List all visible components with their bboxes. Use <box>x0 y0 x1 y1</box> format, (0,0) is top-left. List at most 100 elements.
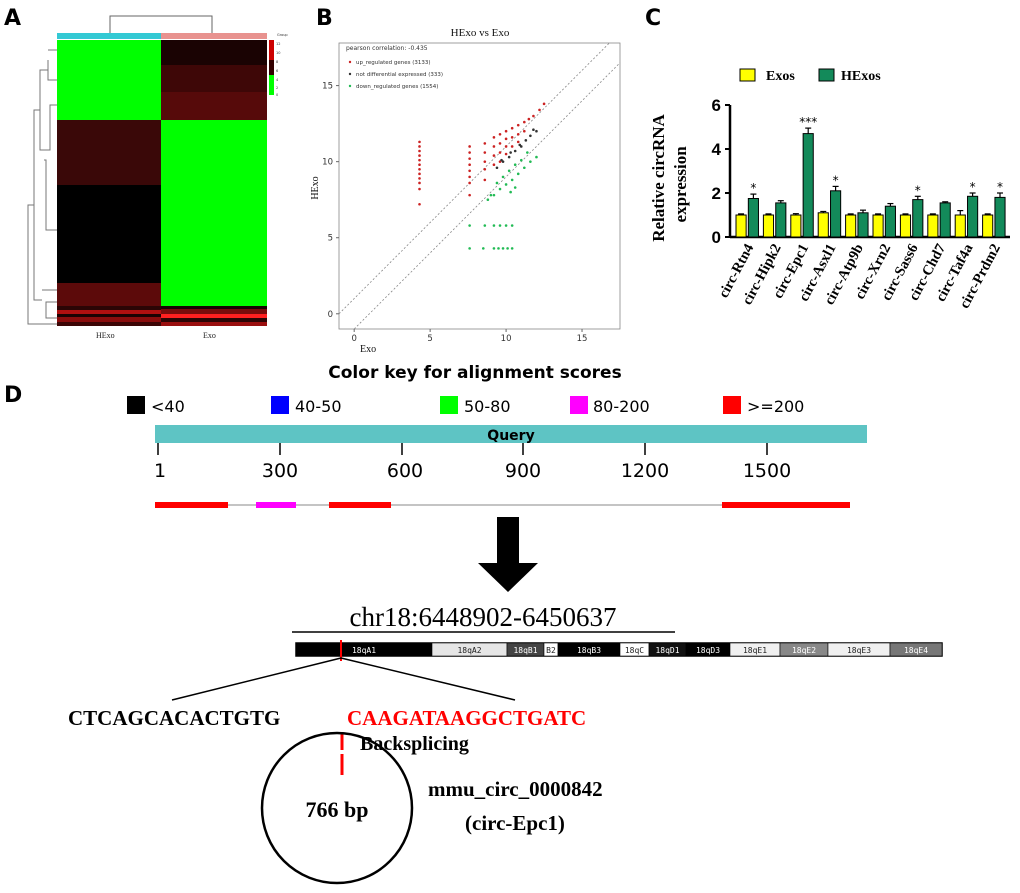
scatter-point-up_regulated <box>532 114 535 118</box>
color-key-title: Color key for alignment scores <box>328 363 621 383</box>
scatter-point-down_regulated <box>468 224 471 227</box>
scatter-point-up_regulated <box>516 132 520 136</box>
scatter-point-not_differential <box>518 143 522 147</box>
scatter-xtick-label: 15 <box>577 334 588 344</box>
hit-1 <box>155 502 228 508</box>
scatter-point-down_regulated <box>486 198 490 201</box>
scatter-point-down_regulated <box>497 247 500 250</box>
scatter-point-up_regulated <box>483 142 487 145</box>
scatter-point-up_regulated <box>418 177 421 180</box>
scatter-point-down_regulated <box>535 155 538 159</box>
bar-exos <box>954 214 966 238</box>
chromosome-ideogram: 18qA1 18qA2 18qB1 B2 18qB3 18qC 18qD1 18qD3 18qE… <box>295 642 943 657</box>
scatter-point-up_regulated <box>504 145 508 148</box>
panel-d: Color key for alignment scores <40 40-50… <box>68 363 943 885</box>
query-ticks <box>157 443 768 455</box>
bar-exos <box>735 214 747 238</box>
svg-text:600: 600 <box>387 460 423 482</box>
scatter-point-down_regulated <box>501 247 505 250</box>
scatter-point-down_regulated <box>492 247 496 250</box>
scatter-xlabel: Exo <box>360 344 376 355</box>
query-tick-labels: 1 300 600 900 1200 1500 <box>154 460 791 482</box>
scatter-point-up_regulated <box>483 178 487 182</box>
scatter-ytick-label: 15 <box>322 82 333 92</box>
scatter-point-down_regulated <box>492 224 496 227</box>
alignment-hits <box>155 502 850 508</box>
scatter-plot: HExo vs Exo pearson correlation: -0.435 … <box>310 27 621 355</box>
scale-high <box>269 40 274 60</box>
scatter-point-not_differential <box>524 139 528 142</box>
scatter-point-up_regulated <box>418 202 421 206</box>
scatter-point-up_regulated <box>510 136 514 139</box>
sequence-left: CTCAGCACACTGTG <box>68 706 280 730</box>
scatter-point-up_regulated <box>510 145 514 148</box>
key-label-40-50: 40-50 <box>295 397 342 416</box>
scatter-point-up_regulated <box>504 152 508 156</box>
scatter-point-not_differential <box>529 134 532 138</box>
scatter-point-down_regulated <box>510 247 514 250</box>
significance-mark: * <box>833 173 839 187</box>
circle-size-label: 766 bp <box>306 797 369 822</box>
ideogram-band-label: 18qE1 <box>743 646 767 655</box>
scatter-point-down_regulated <box>489 193 493 197</box>
svg-text:1200: 1200 <box>621 460 669 482</box>
panel-label-c: C <box>645 6 662 31</box>
scatter-point-up_regulated <box>468 169 471 173</box>
legend-hexos: HExos <box>841 69 881 84</box>
scatter-point-up_regulated <box>516 140 520 144</box>
svg-text:300: 300 <box>262 460 298 482</box>
scatter-point-down_regulated <box>510 224 514 227</box>
bar-exos <box>872 214 884 238</box>
legend-down: down_regulated genes (1554) <box>356 84 438 90</box>
scatter-point-up_regulated <box>468 193 471 197</box>
scatter-point-down_regulated <box>481 247 485 250</box>
key-label-80-200: 80-200 <box>593 397 650 416</box>
scatter-point-up_regulated <box>492 163 496 167</box>
ideogram-band-label: 18qC <box>625 646 644 655</box>
legend-dot-down <box>348 84 352 88</box>
locus-coordinate: chr18:6448902-6450637 <box>350 602 617 632</box>
heatmap: HExo Exo Group 12 10 8 6 4 2 0 <box>27 15 288 340</box>
bar-legend: Exos HExos <box>739 68 881 84</box>
scatter-point-up_regulated <box>527 117 531 121</box>
sequence-right: CAAGATAAGGCTGATC <box>347 706 586 730</box>
hit-2 <box>256 502 296 508</box>
bar-ytick-label: 6 <box>712 96 721 115</box>
key-swatch-80-200 <box>570 396 588 414</box>
scatter-point-up_regulated <box>504 129 508 133</box>
significance-mark: * <box>750 181 756 195</box>
scatter-point-up_regulated <box>468 145 471 148</box>
exo-group-bar <box>161 33 267 39</box>
scatter-xtick-label: 0 <box>351 334 356 344</box>
heatmap-col-label-exo: Exo <box>203 331 216 340</box>
svg-text:1500: 1500 <box>743 460 791 482</box>
ideogram-band-label: 18qB1 <box>513 646 537 655</box>
scatter-point-down_regulated <box>529 160 532 163</box>
scatter-point-up_regulated <box>483 160 487 163</box>
query-label: Query <box>487 428 534 444</box>
scatter-point-up_regulated <box>418 187 421 191</box>
scatter-point-up_regulated <box>468 163 471 167</box>
zoom-line-left <box>171 657 342 701</box>
significance-mark: *** <box>799 115 817 129</box>
ideogram-band-label: 18qA1 <box>352 646 376 655</box>
scatter-point-down_regulated <box>506 247 509 250</box>
scatter-point-up_regulated <box>418 154 421 157</box>
scatter-point-up_regulated <box>418 181 421 185</box>
scatter-point-up_regulated <box>418 167 421 171</box>
scatter-point-up_regulated <box>468 175 471 179</box>
scatter-point-up_regulated <box>492 136 496 139</box>
pearson-annotation: pearson correlation: -0.435 <box>346 45 428 52</box>
scatter-point-up_regulated <box>542 102 546 106</box>
legend-up: up_regulated genes (3133) <box>356 60 431 66</box>
scatter-point-not_differential <box>500 158 503 162</box>
scatter-point-up_regulated <box>498 151 502 154</box>
scatter-ytick-label: 5 <box>328 234 333 244</box>
scatter-point-up_regulated <box>510 126 514 130</box>
scatter-point-up_regulated <box>468 181 471 185</box>
scatter-ytick-label: 10 <box>322 158 333 168</box>
scatter-point-not_differential <box>513 149 517 153</box>
scatter-point-up_regulated <box>498 132 502 136</box>
scatter-point-down_regulated <box>526 151 529 154</box>
svg-text:12: 12 <box>276 42 280 46</box>
